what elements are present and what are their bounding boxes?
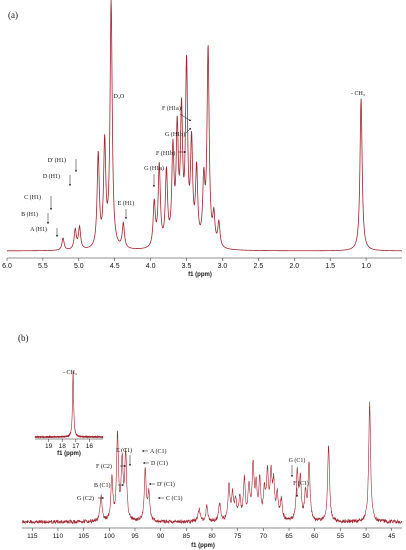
- panel-b-annotation: D (C1): [151, 460, 168, 467]
- panel-b-annotations: A (C1) E (C1) D (C1) F (C2) B (C1)G (C2) D' (…: [77, 447, 309, 502]
- panel-b-annotation-arrowhead: [124, 464, 126, 468]
- inset-tick-label: 19: [45, 443, 53, 450]
- panel-b-tick-label: 45: [388, 533, 396, 540]
- panel-a-annotation-arrowhead: [184, 150, 186, 154]
- panel-b-annotation-arrowhead: [149, 482, 151, 486]
- panel-a-annotation: F (H1a): [162, 105, 181, 112]
- panel-a-annotation: C (H1): [24, 194, 41, 201]
- panel-b-annotation: F (C1): [293, 480, 309, 487]
- panel-b-tick-label: 65: [285, 533, 293, 540]
- panel-b-annotation: F (C2): [96, 463, 112, 470]
- panel-a-annotation-arrowhead: [188, 119, 191, 121]
- panel-b-x-ticks: 115 110 105 100 95 90 85 80 75 70 65 60 55 50 45: [27, 528, 396, 540]
- panel-a-tick-label: 3.5: [182, 263, 192, 270]
- inset-x-ticks: 19 18 17 16: [45, 439, 93, 450]
- panel-b-tick-label: 90: [157, 533, 165, 540]
- panel-b-tick-label: 55: [337, 533, 345, 540]
- panel-a-spectrum-trace: [7, 0, 402, 252]
- panel-a-annotation-arrowhead: [124, 217, 128, 219]
- panel-a-annotation: - CH₃: [351, 91, 365, 97]
- panel-a-label: (a): [8, 10, 18, 20]
- panel-a-annotation-arrowhead: [46, 222, 50, 224]
- panel-b-tick-label: 70: [260, 533, 268, 540]
- panel-a-tick-label: 1.5: [325, 263, 335, 270]
- panel-b-tick-label: 85: [183, 533, 191, 540]
- panel-a-annotation-arrowhead: [55, 235, 59, 237]
- panel-b-annotation-arrowhead: [142, 449, 144, 453]
- panel-b-tick-label: 60: [311, 533, 319, 540]
- panel-a-annotation-arrowhead: [49, 208, 53, 210]
- panel-a-annotation: G (H1b): [165, 131, 185, 138]
- panel-a-annotation: D (H1): [43, 173, 60, 180]
- panel-a-tick-label: 3.0: [218, 263, 228, 270]
- panel-a-annotation-arrowhead: [152, 185, 156, 187]
- inset-x-axis-label: f1 (ppm): [57, 451, 81, 457]
- inset-tick-label: 16: [86, 443, 94, 450]
- panel-b-annotation-arrowhead: [143, 461, 145, 465]
- panel-b-tick-label: 80: [208, 533, 216, 540]
- panel-a-annotation: E (H1): [118, 200, 135, 207]
- panel-a-annotation-arrow: [179, 113, 192, 122]
- panel-a-annotation: D₂O: [114, 94, 125, 100]
- panel-a-tick-label: 5.5: [38, 263, 48, 270]
- panel-b-annotation-arrowhead: [128, 464, 132, 466]
- panel-a-tick-label: 2.5: [253, 263, 263, 270]
- panel-a-1h-nmr: (a) 6.0 5.5 5.0 4.5 4.0 3.5 3.0 2.5 2.0 1.5 1.0 f1…: [2, 0, 402, 278]
- panel-b-tick-label: 115: [27, 533, 38, 540]
- panel-b-tick-label: 50: [362, 533, 370, 540]
- panel-a-tick-label: 2.0: [289, 263, 299, 270]
- panel-a-annotation: A (H1): [30, 226, 47, 233]
- panel-b-annotation: D' (C1): [157, 481, 175, 488]
- panel-b-13c-nmr: (b) 115 110 105 100 95 90 85 80 75 70 65 60 55 50 45 f…: [18, 333, 403, 549]
- panel-a-x-ticks: 6.0 5.5 5.0 4.5 4.0 3.5 3.0 2.5 2.0 1.5 1.0: [2, 258, 371, 270]
- panel-a-annotation: F (H1b): [156, 150, 175, 157]
- panel-a-tick-label: 6.0: [2, 263, 12, 270]
- panel-a-annotation-arrowhead: [74, 170, 78, 172]
- inset-spectrum-trace: [34, 371, 104, 439]
- panel-b-tick-label: 75: [234, 533, 242, 540]
- panel-b-tick-label: 95: [131, 533, 139, 540]
- inset-ch3-label: - CH₃: [63, 370, 77, 376]
- panel-a-tick-label: 4.5: [110, 263, 120, 270]
- panel-b-spectrum-trace: [21, 401, 403, 525]
- panel-b-x-axis-label: f1 (ppm): [191, 543, 215, 549]
- panel-a-tick-label: 4.0: [146, 263, 156, 270]
- inset-tick-label: 18: [59, 443, 67, 450]
- panel-a-annotation-arrowhead: [188, 128, 191, 131]
- panel-b-annotation-arrowhead: [290, 475, 294, 477]
- panel-a-annotation: D' (H1): [48, 157, 66, 164]
- panel-b-annotation: G (C2): [77, 495, 94, 502]
- panel-b-annotation: E (C1): [116, 447, 132, 454]
- panel-b-tick-label: 110: [53, 533, 64, 540]
- panel-b-tick-label: 105: [78, 533, 89, 540]
- panel-a-tick-label: 5.0: [74, 263, 84, 270]
- panel-a-annotation: B (H1): [21, 211, 38, 218]
- panel-b-annotation-arrowhead: [122, 483, 124, 487]
- panel-a-annotation: G (H1a): [144, 165, 164, 172]
- panel-a-annotations: D₂O - CH₃ A (H1) B (H1) C (H1) D (H1) D' (H1) E…: [21, 91, 365, 237]
- panel-b-annotation: C (C1): [166, 495, 183, 502]
- inset-tick-label: 17: [72, 443, 80, 450]
- panel-b-annotation-arrowhead: [158, 496, 160, 500]
- panel-a-x-axis-label: f1 (ppm): [188, 272, 212, 278]
- panel-a-tick-label: 1.0: [361, 263, 371, 270]
- panel-a-annotation-arrowhead: [68, 184, 72, 186]
- panel-b-annotation-arrowhead: [295, 495, 299, 497]
- panel-b-annotation: B (C1): [94, 482, 111, 489]
- panel-b-annotation-arrowhead: [102, 496, 104, 500]
- panel-b-annotation: A (C1): [150, 448, 167, 455]
- panel-b-tick-label: 100: [104, 533, 115, 540]
- panel-b-label: (b): [18, 333, 29, 343]
- panel-b-inset: - CH₃ 19 18 17 16 f1 (ppm): [34, 370, 104, 457]
- panel-b-annotation: G (C1): [289, 457, 306, 464]
